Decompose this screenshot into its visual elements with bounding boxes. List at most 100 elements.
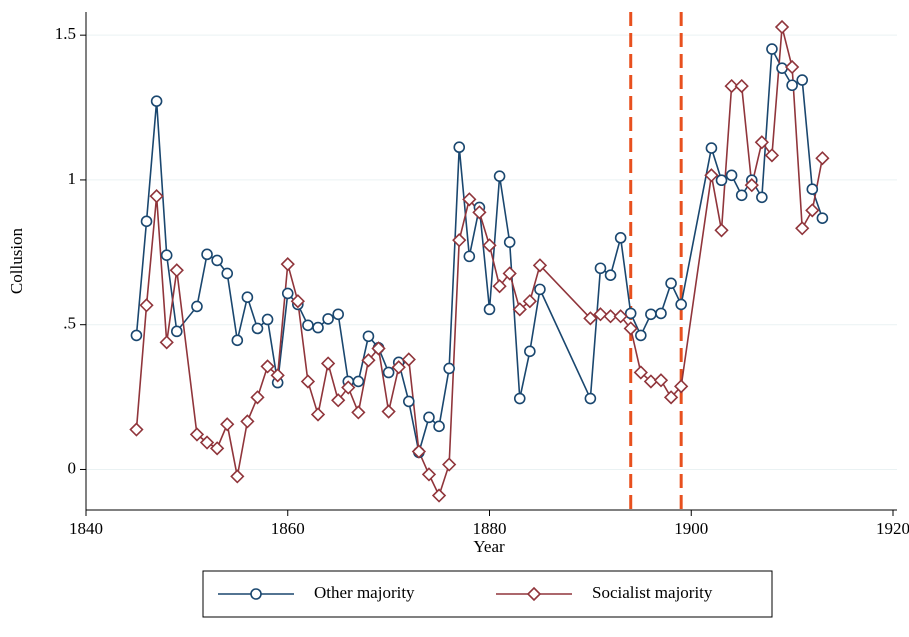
marker bbox=[191, 300, 203, 313]
marker bbox=[371, 341, 386, 356]
marker bbox=[241, 291, 254, 303]
marker bbox=[421, 467, 437, 482]
marker bbox=[351, 405, 366, 420]
marker bbox=[431, 488, 447, 503]
marker bbox=[310, 407, 326, 422]
marker bbox=[240, 414, 255, 429]
marker bbox=[362, 330, 375, 343]
y-tick-label: 1.5 bbox=[55, 24, 76, 43]
marker bbox=[302, 319, 314, 332]
marker bbox=[532, 258, 548, 273]
marker bbox=[653, 373, 669, 388]
marker bbox=[230, 469, 245, 484]
marker bbox=[270, 368, 285, 383]
marker bbox=[756, 191, 768, 204]
marker bbox=[130, 329, 143, 342]
marker bbox=[744, 178, 759, 193]
marker bbox=[483, 303, 496, 316]
marker bbox=[806, 183, 819, 195]
marker bbox=[322, 313, 334, 325]
marker bbox=[493, 170, 506, 182]
marker bbox=[492, 279, 507, 294]
marker bbox=[341, 380, 356, 395]
marker bbox=[623, 321, 638, 336]
marker bbox=[159, 335, 174, 350]
marker bbox=[139, 298, 154, 313]
x-tick-label: 1860 bbox=[271, 519, 305, 538]
marker bbox=[250, 390, 265, 405]
marker bbox=[160, 249, 173, 262]
marker bbox=[280, 257, 295, 272]
y-tick-label: .5 bbox=[63, 314, 76, 333]
marker bbox=[776, 62, 788, 74]
marker bbox=[795, 221, 810, 236]
marker bbox=[361, 353, 376, 368]
marker bbox=[443, 362, 455, 375]
marker bbox=[594, 262, 607, 275]
marker bbox=[452, 233, 467, 248]
marker bbox=[815, 151, 830, 166]
marker bbox=[140, 215, 153, 228]
y-axis-title: Collusion bbox=[7, 227, 26, 294]
marker bbox=[786, 79, 798, 92]
marker bbox=[766, 43, 778, 55]
marker bbox=[433, 420, 445, 433]
marker bbox=[170, 325, 183, 338]
marker bbox=[816, 212, 829, 224]
marker bbox=[210, 441, 225, 456]
marker bbox=[260, 359, 275, 374]
marker bbox=[512, 302, 527, 317]
marker bbox=[635, 329, 647, 342]
marker bbox=[522, 294, 537, 309]
marker bbox=[705, 142, 718, 154]
marker bbox=[352, 375, 365, 388]
marker bbox=[584, 392, 597, 405]
legend-label: Socialist majority bbox=[592, 583, 713, 602]
marker bbox=[401, 352, 416, 367]
marker bbox=[261, 313, 274, 326]
marker bbox=[290, 294, 305, 309]
marker bbox=[524, 345, 536, 358]
marker bbox=[715, 174, 728, 187]
marker bbox=[655, 307, 667, 320]
marker bbox=[603, 309, 618, 324]
marker bbox=[624, 307, 637, 320]
marker bbox=[320, 356, 336, 371]
marker bbox=[754, 135, 769, 150]
marker bbox=[442, 457, 457, 472]
marker bbox=[250, 588, 262, 600]
marker bbox=[604, 269, 617, 281]
marker bbox=[805, 203, 820, 218]
marker bbox=[633, 365, 648, 380]
marker bbox=[423, 411, 435, 424]
x-tick-label: 1920 bbox=[876, 519, 909, 538]
x-tick-label: 1900 bbox=[674, 519, 708, 538]
marker bbox=[526, 586, 542, 602]
marker bbox=[704, 168, 719, 183]
marker bbox=[502, 266, 517, 281]
marker bbox=[735, 189, 748, 202]
marker bbox=[221, 267, 234, 280]
marker bbox=[462, 192, 477, 207]
marker bbox=[150, 95, 163, 107]
marker bbox=[472, 205, 487, 220]
marker bbox=[391, 360, 406, 375]
marker bbox=[411, 444, 427, 459]
marker bbox=[169, 263, 184, 278]
marker bbox=[332, 308, 344, 321]
marker bbox=[734, 78, 749, 94]
x-tick-label: 1880 bbox=[473, 519, 507, 538]
marker bbox=[714, 223, 729, 238]
marker bbox=[613, 309, 628, 324]
marker bbox=[513, 392, 526, 405]
marker bbox=[251, 322, 264, 335]
marker bbox=[463, 250, 476, 263]
marker bbox=[583, 311, 598, 326]
y-tick-label: 1 bbox=[68, 169, 77, 188]
marker bbox=[331, 393, 346, 408]
marker bbox=[382, 366, 395, 379]
marker bbox=[663, 390, 679, 405]
marker bbox=[665, 277, 677, 290]
marker bbox=[402, 395, 415, 408]
